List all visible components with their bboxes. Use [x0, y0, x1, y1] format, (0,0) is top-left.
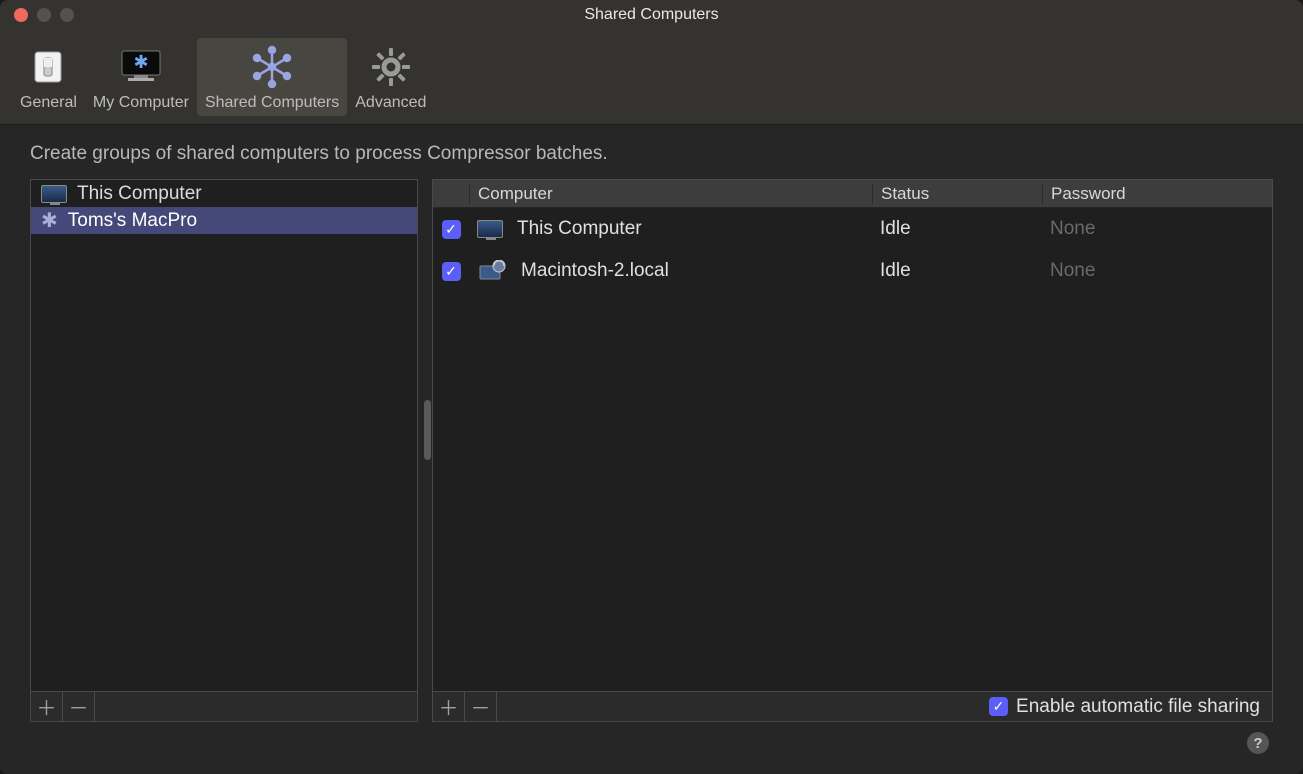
description-text: Create groups of shared computers to pro…	[30, 143, 1273, 165]
snowflake-icon: ✱	[41, 211, 58, 231]
file-sharing-toggle[interactable]: ✓ Enable automatic file sharing	[497, 696, 1272, 718]
titlebar[interactable]: Shared Computers	[0, 0, 1303, 30]
add-computer-button[interactable]: ＋	[433, 692, 465, 721]
help-corner: ?	[30, 722, 1273, 754]
file-sharing-checkbox[interactable]: ✓	[989, 697, 1008, 716]
content-area: Create groups of shared computers to pro…	[0, 125, 1303, 774]
splitter-handle[interactable]	[424, 400, 431, 460]
computer-status: Idle	[872, 260, 1042, 282]
computer-status: Idle	[872, 218, 1042, 240]
tab-my-computer[interactable]: ✱ My Computer	[85, 38, 197, 116]
computer-name: Macintosh-2.local	[521, 260, 669, 282]
computers-footer: ＋ － ✓ Enable automatic file sharing	[433, 691, 1272, 721]
tab-general[interactable]: General	[12, 38, 85, 116]
help-button[interactable]: ?	[1247, 732, 1269, 754]
group-row-toms-macpro[interactable]: ✱ Toms's MacPro	[31, 207, 417, 234]
table-body[interactable]: ✓ This Computer Idle None ✓	[433, 208, 1272, 691]
groups-pane: This Computer ✱ Toms's MacPro ＋ －	[30, 179, 418, 722]
advanced-icon	[370, 42, 412, 92]
remove-computer-button[interactable]: －	[465, 692, 497, 721]
tab-label: My Computer	[93, 94, 189, 112]
my-computer-icon: ✱	[116, 42, 166, 92]
tab-label: Advanced	[355, 94, 426, 112]
th-computer[interactable]: Computer	[469, 184, 872, 204]
panes: This Computer ✱ Toms's MacPro ＋ － Comput…	[30, 179, 1273, 722]
tab-label: General	[20, 94, 77, 112]
remove-group-button[interactable]: －	[63, 692, 95, 721]
minimize-button[interactable]	[37, 8, 51, 22]
traffic-lights	[0, 8, 74, 22]
svg-text:✱: ✱	[133, 52, 148, 72]
close-button[interactable]	[14, 8, 28, 22]
computer-name: This Computer	[517, 218, 642, 240]
computer-password: None	[1042, 218, 1272, 240]
add-group-button[interactable]: ＋	[31, 692, 63, 721]
computers-pane: Computer Status Password ✓ This Computer…	[432, 179, 1273, 722]
table-row[interactable]: ✓ This Computer Idle None	[433, 208, 1272, 250]
tab-label: Shared Computers	[205, 94, 339, 112]
preferences-window: Shared Computers General ✱	[0, 0, 1303, 774]
network-computer-icon	[477, 260, 507, 282]
monitor-icon	[41, 185, 67, 203]
shared-computers-icon	[249, 42, 295, 92]
tab-shared-computers[interactable]: Shared Computers	[197, 38, 347, 116]
computer-password: None	[1042, 260, 1272, 282]
groups-footer: ＋ －	[31, 691, 417, 721]
groups-list[interactable]: This Computer ✱ Toms's MacPro	[31, 180, 417, 691]
maximize-button[interactable]	[60, 8, 74, 22]
group-name: This Computer	[77, 183, 202, 205]
row-checkbox[interactable]: ✓	[442, 262, 461, 281]
row-checkbox[interactable]: ✓	[442, 220, 461, 239]
table-row[interactable]: ✓ Macintosh-2.local Idle None	[433, 250, 1272, 292]
table-header: Computer Status Password	[433, 180, 1272, 208]
general-icon	[29, 42, 67, 92]
monitor-icon	[477, 220, 503, 238]
window-title: Shared Computers	[0, 6, 1303, 24]
file-sharing-label: Enable automatic file sharing	[1016, 696, 1260, 718]
tab-advanced[interactable]: Advanced	[347, 38, 434, 116]
th-password[interactable]: Password	[1042, 184, 1272, 204]
group-name: Toms's MacPro	[68, 210, 197, 232]
toolbar: General ✱ My Computer	[0, 30, 1303, 125]
th-status[interactable]: Status	[872, 184, 1042, 204]
group-row-this-computer[interactable]: This Computer	[31, 180, 417, 207]
